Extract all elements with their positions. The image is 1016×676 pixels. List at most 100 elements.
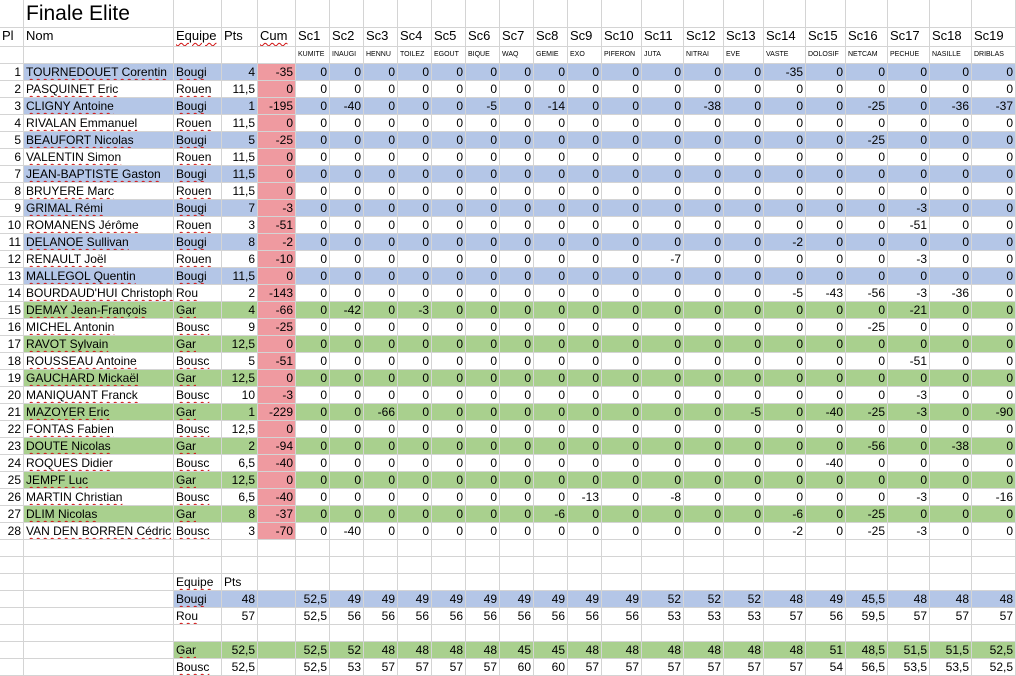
empty-cell[interactable] — [642, 625, 684, 642]
row-score[interactable]: 0 — [972, 302, 1016, 319]
empty-cell[interactable] — [0, 557, 24, 574]
row-score[interactable]: 0 — [432, 489, 466, 506]
row-rank[interactable]: 4 — [0, 115, 24, 132]
row-score[interactable]: 0 — [806, 115, 846, 132]
row-score[interactable]: 0 — [846, 472, 888, 489]
row-score[interactable]: 0 — [724, 251, 764, 268]
row-pts[interactable]: 12,5 — [222, 370, 258, 387]
empty-cell[interactable] — [258, 557, 296, 574]
row-score[interactable]: 0 — [330, 472, 364, 489]
empty-cell[interactable] — [364, 0, 398, 28]
row-cum[interactable]: -229 — [258, 404, 296, 421]
row-score[interactable]: 0 — [806, 166, 846, 183]
empty-cell[interactable] — [972, 574, 1016, 591]
summary-score[interactable]: 45 — [500, 642, 534, 659]
empty-cell[interactable] — [568, 557, 602, 574]
row-score[interactable]: -36 — [930, 285, 972, 302]
row-score[interactable]: 0 — [500, 166, 534, 183]
row-score[interactable]: 0 — [330, 251, 364, 268]
empty-cell[interactable] — [500, 625, 534, 642]
row-score[interactable]: 0 — [296, 183, 330, 200]
empty-cell[interactable] — [258, 608, 296, 625]
header-sc[interactable]: Sc6 — [466, 28, 500, 47]
header-pl[interactable]: Pl — [0, 28, 24, 47]
row-score[interactable]: 0 — [364, 319, 398, 336]
summary-score[interactable]: 53,5 — [888, 659, 930, 676]
row-score[interactable]: 0 — [568, 166, 602, 183]
empty-cell[interactable] — [500, 574, 534, 591]
row-score[interactable]: 0 — [296, 302, 330, 319]
row-score[interactable]: 0 — [330, 81, 364, 98]
row-name[interactable]: GRIMAL Rémi — [24, 200, 174, 217]
empty-cell[interactable] — [888, 625, 930, 642]
row-score[interactable]: 0 — [764, 387, 806, 404]
row-score[interactable]: 0 — [466, 387, 500, 404]
empty-cell[interactable] — [174, 540, 222, 557]
empty-cell[interactable] — [500, 0, 534, 28]
row-rank[interactable]: 17 — [0, 336, 24, 353]
row-score[interactable]: 0 — [364, 455, 398, 472]
row-team[interactable]: Rou — [174, 285, 222, 302]
row-score[interactable]: 0 — [296, 319, 330, 336]
empty-cell[interactable] — [0, 540, 24, 557]
row-score[interactable]: 0 — [364, 353, 398, 370]
row-score[interactable]: 0 — [466, 251, 500, 268]
row-score[interactable]: 0 — [364, 149, 398, 166]
row-team[interactable]: Bougi — [174, 268, 222, 285]
row-score[interactable]: 0 — [296, 404, 330, 421]
row-score[interactable]: 0 — [534, 387, 568, 404]
row-score[interactable]: 0 — [642, 523, 684, 540]
row-score[interactable]: 0 — [846, 217, 888, 234]
row-score[interactable]: 0 — [398, 404, 432, 421]
summary-score[interactable]: 56 — [806, 608, 846, 625]
row-score[interactable]: 0 — [642, 421, 684, 438]
row-score[interactable]: 0 — [330, 183, 364, 200]
row-score[interactable]: 0 — [684, 132, 724, 149]
row-score[interactable]: 0 — [500, 64, 534, 81]
empty-cell[interactable] — [972, 557, 1016, 574]
header-sc[interactable]: Sc5 — [432, 28, 466, 47]
row-score[interactable]: 0 — [398, 217, 432, 234]
row-score[interactable]: 0 — [846, 115, 888, 132]
empty-cell[interactable] — [602, 574, 642, 591]
row-score[interactable]: 0 — [296, 455, 330, 472]
row-name[interactable]: ROMANENS Jérôme — [24, 217, 174, 234]
row-score[interactable]: 0 — [764, 217, 806, 234]
row-score[interactable]: 0 — [724, 319, 764, 336]
row-score[interactable]: -3 — [888, 285, 930, 302]
summary-score[interactable]: 56 — [432, 608, 466, 625]
row-name[interactable]: RAVOT Sylvain — [24, 336, 174, 353]
summary-score[interactable]: 57 — [764, 608, 806, 625]
row-score[interactable]: 0 — [330, 234, 364, 251]
row-score[interactable]: 0 — [764, 251, 806, 268]
row-team[interactable]: Gar — [174, 438, 222, 455]
row-score[interactable]: 0 — [684, 455, 724, 472]
row-score[interactable]: 0 — [432, 217, 466, 234]
row-score[interactable]: 0 — [534, 149, 568, 166]
row-score[interactable]: 0 — [806, 370, 846, 387]
row-score[interactable]: 0 — [642, 336, 684, 353]
subheader-word[interactable]: NASILLE — [930, 47, 972, 64]
row-name[interactable]: DELANOE Sullivan — [24, 234, 174, 251]
row-score[interactable]: 0 — [534, 455, 568, 472]
row-score[interactable]: 0 — [364, 302, 398, 319]
row-score[interactable]: 0 — [724, 183, 764, 200]
sheet-title[interactable]: Finale Elite — [24, 0, 296, 28]
empty-cell[interactable] — [534, 574, 568, 591]
subheader-word[interactable]: PIFERON — [602, 47, 642, 64]
empty-cell[interactable] — [806, 540, 846, 557]
row-pts[interactable]: 8 — [222, 234, 258, 251]
row-rank[interactable]: 5 — [0, 132, 24, 149]
row-pts[interactable]: 6,5 — [222, 455, 258, 472]
row-score[interactable]: 0 — [364, 285, 398, 302]
row-score[interactable]: 0 — [500, 421, 534, 438]
row-score[interactable]: 0 — [888, 64, 930, 81]
row-score[interactable]: 0 — [364, 234, 398, 251]
summary-score[interactable]: 57 — [888, 608, 930, 625]
row-score[interactable]: 0 — [602, 336, 642, 353]
empty-cell[interactable] — [602, 540, 642, 557]
row-score[interactable]: 0 — [642, 234, 684, 251]
row-score[interactable]: 0 — [364, 387, 398, 404]
empty-cell[interactable] — [330, 0, 364, 28]
subheader-word[interactable]: PECHUE — [888, 47, 930, 64]
